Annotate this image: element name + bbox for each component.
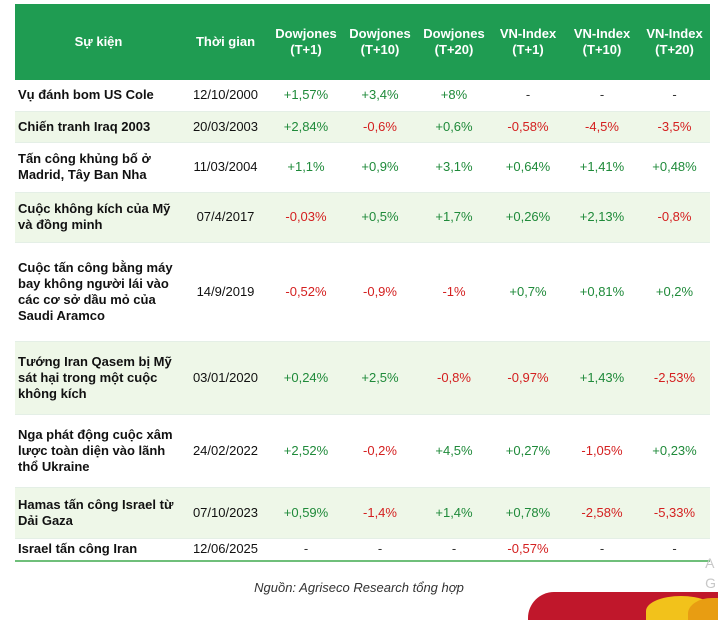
event-date-cell: 12/10/2000 bbox=[192, 87, 259, 103]
vnindex-t10-cell: - bbox=[599, 87, 605, 103]
table-row: Cuộc tấn công bằng máy bay không người l… bbox=[15, 242, 710, 341]
table-row: Cuộc không kích của Mỹ và đồng minh 07/4/… bbox=[15, 192, 710, 242]
event-date-cell: 20/03/2003 bbox=[182, 111, 269, 142]
dowjones-t20-cell: -1% bbox=[442, 283, 466, 299]
header-vnindex-t10: VN-Index (T+10) bbox=[565, 4, 639, 80]
vnindex-t1-cell: -0,97% bbox=[491, 341, 565, 414]
dowjones-t10-cell: -0,2% bbox=[363, 442, 397, 458]
vnindex-t1-cell: - bbox=[525, 87, 531, 103]
ghost-letter-g: G bbox=[705, 575, 716, 591]
vnindex-t20-cell: - bbox=[672, 87, 677, 103]
header-dowjones-t1: Dowjones (T+1) bbox=[269, 4, 343, 80]
event-name-cell: Vụ đánh bom US Cole bbox=[18, 87, 154, 103]
vnindex-t20-cell: +0,2% bbox=[655, 283, 694, 299]
dowjones-t20-cell: +1,7% bbox=[417, 192, 491, 242]
event-name-cell: Chiến tranh Iraq 2003 bbox=[15, 111, 182, 142]
dowjones-t1-cell: - bbox=[303, 541, 309, 557]
table-row: Israel tấn công Iran 12/06/2025 - - - -0,57% -… bbox=[15, 538, 710, 561]
dowjones-t20-cell: +0,6% bbox=[417, 111, 491, 142]
table-row: Vụ đánh bom US Cole 12/10/2000 +1,57% +3,4%… bbox=[15, 80, 710, 111]
dowjones-t20-cell: +4,5% bbox=[435, 442, 473, 458]
event-name-cell: Tấn công khủng bố ở Madrid, Tây Ban Nha bbox=[18, 151, 151, 182]
table-row: Tấn công khủng bố ở Madrid, Tây Ban Nha 1… bbox=[15, 142, 710, 192]
vnindex-t1-cell: -0,57% bbox=[507, 541, 549, 557]
vnindex-t10-cell: +0,81% bbox=[579, 283, 625, 299]
event-name-cell: Israel tấn công Iran bbox=[18, 541, 138, 557]
vnindex-t1-cell: +0,27% bbox=[505, 442, 551, 458]
ghost-letter-a: A bbox=[705, 555, 715, 571]
dowjones-t1-cell: +1,1% bbox=[287, 159, 325, 174]
dowjones-t10-cell: -1,4% bbox=[343, 487, 417, 538]
event-date-cell: 07/4/2017 bbox=[182, 192, 269, 242]
vnindex-t1-cell: +0,64% bbox=[505, 159, 551, 174]
dowjones-t1-cell: -0,03% bbox=[269, 192, 343, 242]
header-vnindex-t20: VN-Index (T+20) bbox=[639, 4, 710, 80]
dowjones-t20-cell: +1,4% bbox=[417, 487, 491, 538]
dowjones-t10-cell: -0,6% bbox=[343, 111, 417, 142]
dowjones-t10-cell: -0,9% bbox=[363, 283, 397, 299]
header-dowjones-t10: Dowjones (T+10) bbox=[343, 4, 417, 80]
background-ghost-text: A G bbox=[705, 553, 716, 593]
event-date-cell: 11/03/2004 bbox=[193, 159, 258, 174]
dowjones-t10-cell: +0,5% bbox=[343, 192, 417, 242]
vnindex-t1-cell: +0,7% bbox=[509, 283, 547, 299]
event-name-cell: Cuộc tấn công bằng máy bay không người l… bbox=[18, 259, 173, 323]
dowjones-t1-cell: +2,52% bbox=[283, 442, 329, 458]
table-row: Nga phát động cuộc xâm lược toàn diện và… bbox=[15, 414, 710, 487]
vnindex-t20-cell: -0,8% bbox=[639, 192, 710, 242]
vnindex-t20-cell: -2,53% bbox=[639, 341, 710, 414]
table-row: Tướng Iran Qasem bị Mỹ sát hại trong một… bbox=[15, 341, 710, 414]
vnindex-t10-cell: -4,5% bbox=[565, 111, 639, 142]
dowjones-t20-cell: +8% bbox=[440, 87, 468, 103]
dowjones-t10-cell: +2,5% bbox=[343, 341, 417, 414]
vnindex-t10-cell: +1,41% bbox=[579, 159, 625, 174]
event-date-cell: 12/06/2025 bbox=[192, 541, 259, 557]
dowjones-t20-cell: - bbox=[451, 541, 457, 557]
event-name-cell: Hamas tấn công Israel từ Dải Gaza bbox=[15, 487, 182, 538]
event-name-cell: Cuộc không kích của Mỹ và đồng minh bbox=[15, 192, 182, 242]
dowjones-t1-cell: +1,57% bbox=[283, 87, 329, 103]
dowjones-t20-cell: -0,8% bbox=[417, 341, 491, 414]
vnindex-t10-cell: -2,58% bbox=[565, 487, 639, 538]
dowjones-t1-cell: +0,24% bbox=[269, 341, 343, 414]
decorative-corner-graphic bbox=[528, 592, 718, 620]
dowjones-t20-cell: +3,1% bbox=[435, 159, 473, 174]
dowjones-t1-cell: -0,52% bbox=[285, 283, 327, 299]
source-note: Nguồn: Agriseco Research tổng hợp bbox=[254, 580, 464, 595]
vnindex-t1-cell: -0,58% bbox=[491, 111, 565, 142]
table-row: Chiến tranh Iraq 2003 20/03/2003 +2,84% -0,… bbox=[15, 111, 710, 142]
dowjones-t10-cell: +0,9% bbox=[361, 159, 399, 174]
dowjones-t10-cell: +3,4% bbox=[361, 87, 399, 103]
vnindex-t20-cell: -5,33% bbox=[639, 487, 710, 538]
vnindex-t10-cell: +2,13% bbox=[565, 192, 639, 242]
dowjones-t1-cell: +0,59% bbox=[269, 487, 343, 538]
event-date-cell: 24/02/2022 bbox=[192, 442, 259, 458]
table-header-row: Sự kiện Thời gian Dowjones (T+1) Dowjones… bbox=[15, 4, 710, 80]
vnindex-t20-cell: +0,23% bbox=[652, 442, 697, 458]
vnindex-t1-cell: +0,78% bbox=[491, 487, 565, 538]
geopolitical-events-table: Sự kiện Thời gian Dowjones (T+1) Dowjones… bbox=[15, 4, 710, 562]
event-name-cell: Nga phát động cuộc xâm lược toàn diện và… bbox=[18, 426, 173, 474]
dowjones-t1-cell: +2,84% bbox=[269, 111, 343, 142]
vnindex-t10-cell: -1,05% bbox=[581, 442, 623, 458]
header-event: Sự kiện bbox=[15, 4, 182, 80]
dowjones-t10-cell: - bbox=[377, 541, 383, 557]
table-row: Hamas tấn công Israel từ Dải Gaza 07/10/2… bbox=[15, 487, 710, 538]
event-date-cell: 14/9/2019 bbox=[196, 283, 255, 299]
event-date-cell: 03/01/2020 bbox=[182, 341, 269, 414]
vnindex-t20-cell: - bbox=[672, 541, 677, 557]
event-date-cell: 07/10/2023 bbox=[182, 487, 269, 538]
vnindex-t20-cell: -3,5% bbox=[639, 111, 710, 142]
vnindex-t20-cell: +0,48% bbox=[652, 159, 697, 174]
vnindex-t10-cell: - bbox=[599, 541, 605, 557]
header-vnindex-t1: VN-Index (T+1) bbox=[491, 4, 565, 80]
table-body: Vụ đánh bom US Cole 12/10/2000 +1,57% +3,4%… bbox=[15, 80, 710, 561]
header-dowjones-t20: Dowjones (T+20) bbox=[417, 4, 491, 80]
vnindex-t1-cell: +0,26% bbox=[491, 192, 565, 242]
header-date: Thời gian bbox=[182, 4, 269, 80]
event-name-cell: Tướng Iran Qasem bị Mỹ sát hại trong một… bbox=[15, 341, 182, 414]
vnindex-t10-cell: +1,43% bbox=[565, 341, 639, 414]
